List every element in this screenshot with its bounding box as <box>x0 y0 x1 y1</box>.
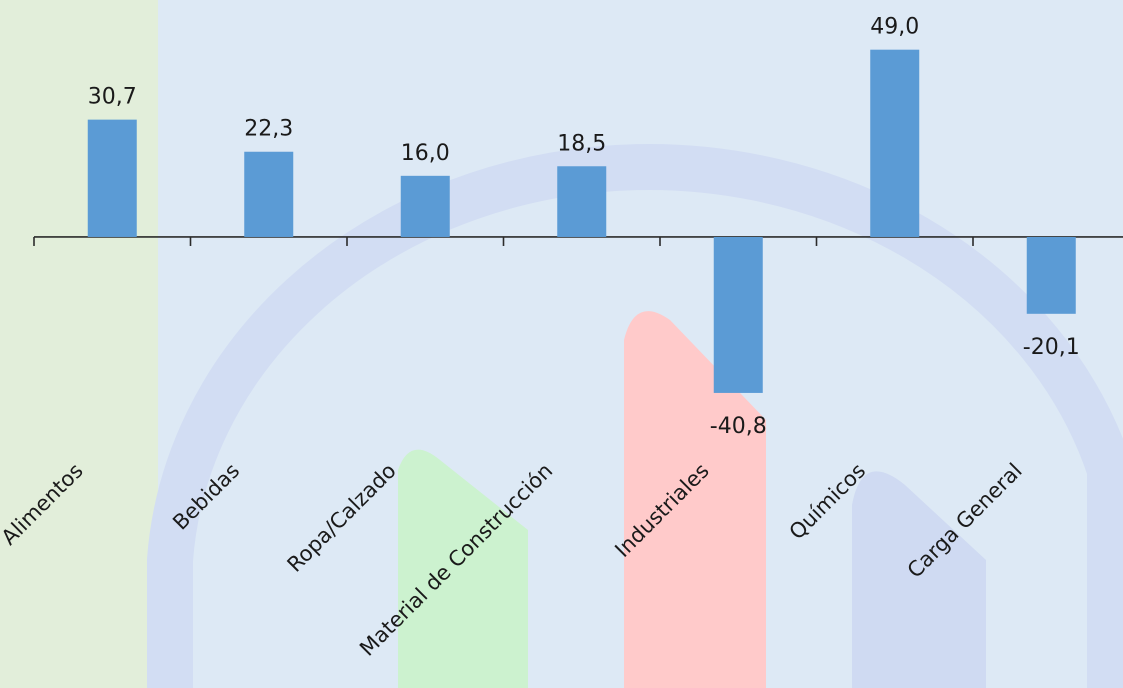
data-label: 16,0 <box>401 141 450 166</box>
data-label: 18,5 <box>557 131 606 156</box>
background-blue-shape <box>852 471 986 688</box>
data-label: 49,0 <box>870 15 919 40</box>
bar <box>557 166 607 237</box>
data-label: 30,7 <box>88 85 137 110</box>
bar <box>870 49 920 237</box>
bar <box>244 151 294 237</box>
data-label: -40,8 <box>710 414 767 439</box>
background-red-shape <box>624 311 766 688</box>
data-label: 22,3 <box>244 117 293 142</box>
bar <box>1026 236 1076 314</box>
data-label: -20,1 <box>1023 335 1080 360</box>
bar <box>87 119 137 237</box>
background-green-shape <box>398 449 528 688</box>
bar <box>400 175 450 237</box>
highlight-column <box>0 0 158 688</box>
bar <box>713 236 763 393</box>
